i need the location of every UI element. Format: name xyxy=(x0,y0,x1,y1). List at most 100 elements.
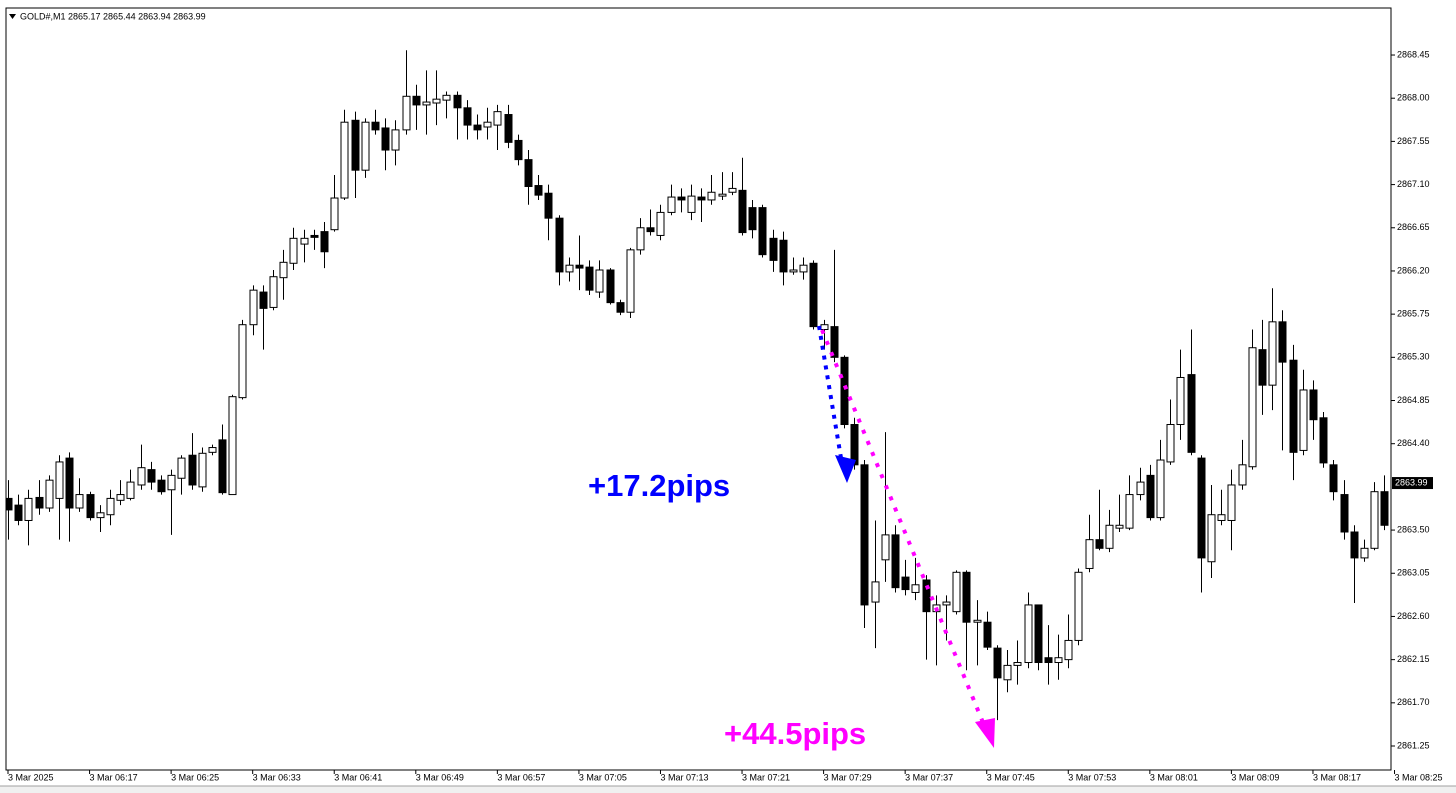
plot-frame xyxy=(5,7,1392,771)
candle-body xyxy=(463,107,472,126)
candle-body xyxy=(1024,604,1033,664)
candle-body xyxy=(952,571,961,613)
candle-body xyxy=(493,111,502,126)
candle-body xyxy=(595,269,604,293)
candle-body xyxy=(860,464,869,606)
candle-body xyxy=(1115,524,1124,529)
candle-body xyxy=(300,237,309,245)
candle-body xyxy=(850,424,859,466)
annotation: +44.5pips xyxy=(724,716,866,751)
chart-title: GOLD#,M1 2865.17 2865.44 2863.94 2863.99 xyxy=(20,11,206,21)
x-tick-label: 3 Mar 08:01 xyxy=(1150,772,1198,782)
candle-body xyxy=(911,584,920,593)
candle-body xyxy=(96,512,105,519)
x-tick-label: 3 Mar 08:25 xyxy=(1395,772,1443,782)
candle-body xyxy=(1176,376,1185,426)
candle-body xyxy=(514,139,523,161)
y-tick-label: 2868.00 xyxy=(1397,93,1430,103)
candle-body xyxy=(177,457,186,479)
y-tick-label: 2864.40 xyxy=(1397,438,1430,448)
candle-body xyxy=(677,196,686,201)
candle-body xyxy=(310,234,319,238)
candle-body xyxy=(238,324,247,399)
x-tick-label: 3 Mar 06:17 xyxy=(90,772,138,782)
menu-icon[interactable] xyxy=(9,14,16,19)
candle-body xyxy=(422,101,431,106)
candle-body xyxy=(473,124,482,131)
y-tick-label: 2861.70 xyxy=(1397,697,1430,707)
candle-body xyxy=(901,576,910,591)
candle-body xyxy=(1238,464,1247,486)
y-tick-label: 2862.15 xyxy=(1397,654,1430,664)
candle-body xyxy=(646,227,655,233)
candle-body xyxy=(412,95,421,106)
candle-body xyxy=(1268,321,1277,386)
candle-body xyxy=(1197,457,1206,559)
candle-body xyxy=(442,94,451,101)
candle-body xyxy=(167,474,176,491)
y-tick-label: 2866.65 xyxy=(1397,222,1430,232)
candle-body xyxy=(1248,347,1257,468)
candle-body xyxy=(1064,639,1073,661)
candle-body xyxy=(453,94,462,109)
candle-body xyxy=(830,326,839,358)
arrow-head xyxy=(835,455,856,483)
y-tick-label: 2863.05 xyxy=(1397,568,1430,578)
tab-strip xyxy=(0,786,1456,793)
candle-body xyxy=(1187,374,1196,453)
candle-body xyxy=(606,269,615,304)
candle-body xyxy=(45,479,54,509)
candle-body xyxy=(1044,657,1053,664)
candle-body xyxy=(524,159,533,188)
candle-body xyxy=(1289,359,1298,453)
candle-body xyxy=(769,237,778,261)
candle-body xyxy=(565,264,574,273)
candle-body xyxy=(1054,657,1063,664)
y-tick-label: 2862.60 xyxy=(1397,611,1430,621)
candle-body xyxy=(697,196,706,201)
candle-body xyxy=(249,289,258,326)
candle-body xyxy=(616,302,625,313)
x-tick-label: 3 Mar 06:33 xyxy=(253,772,301,782)
candle-body xyxy=(1299,389,1308,451)
candle-body xyxy=(1217,514,1226,521)
x-tick-label: 3 Mar 07:37 xyxy=(905,772,953,782)
candle-body xyxy=(1003,664,1012,681)
x-tick-label: 3 Mar 07:21 xyxy=(742,772,790,782)
candle-body xyxy=(1278,321,1287,363)
candle-body xyxy=(758,207,767,256)
candle-body xyxy=(320,231,329,253)
y-tick-label: 2861.25 xyxy=(1397,740,1430,750)
candle-body xyxy=(891,534,900,589)
candle-body xyxy=(544,192,553,219)
candle-body xyxy=(147,469,156,483)
candle-body xyxy=(534,185,543,196)
candle-body xyxy=(157,479,166,493)
candle-body xyxy=(137,467,146,486)
x-tick-label: 3 Mar 06:41 xyxy=(334,772,382,782)
candle-body xyxy=(269,276,278,308)
x-tick-label: 3 Mar 08:09 xyxy=(1231,772,1279,782)
y-tick-label: 2866.20 xyxy=(1397,265,1430,275)
arrow-line xyxy=(817,325,843,459)
price-tag-label: 2863.99 xyxy=(1395,477,1428,487)
candles xyxy=(6,50,1389,721)
candle-body xyxy=(585,266,594,291)
candle-body xyxy=(402,95,411,131)
candle-body xyxy=(106,497,115,516)
y-tick-label: 2867.55 xyxy=(1397,136,1430,146)
x-tick-label: 3 Mar 2025 xyxy=(8,772,54,782)
y-tick-label: 2868.45 xyxy=(1397,49,1430,59)
candle-body xyxy=(116,494,125,501)
candle-body xyxy=(391,129,400,151)
candle-body xyxy=(381,127,390,151)
x-tick-label: 3 Mar 07:45 xyxy=(987,772,1035,782)
candle-body xyxy=(504,114,513,143)
candle-body xyxy=(289,237,298,264)
candle-body xyxy=(1329,464,1338,493)
candle-body xyxy=(1258,349,1267,386)
candle-body xyxy=(922,579,931,613)
candle-body xyxy=(1125,494,1134,529)
